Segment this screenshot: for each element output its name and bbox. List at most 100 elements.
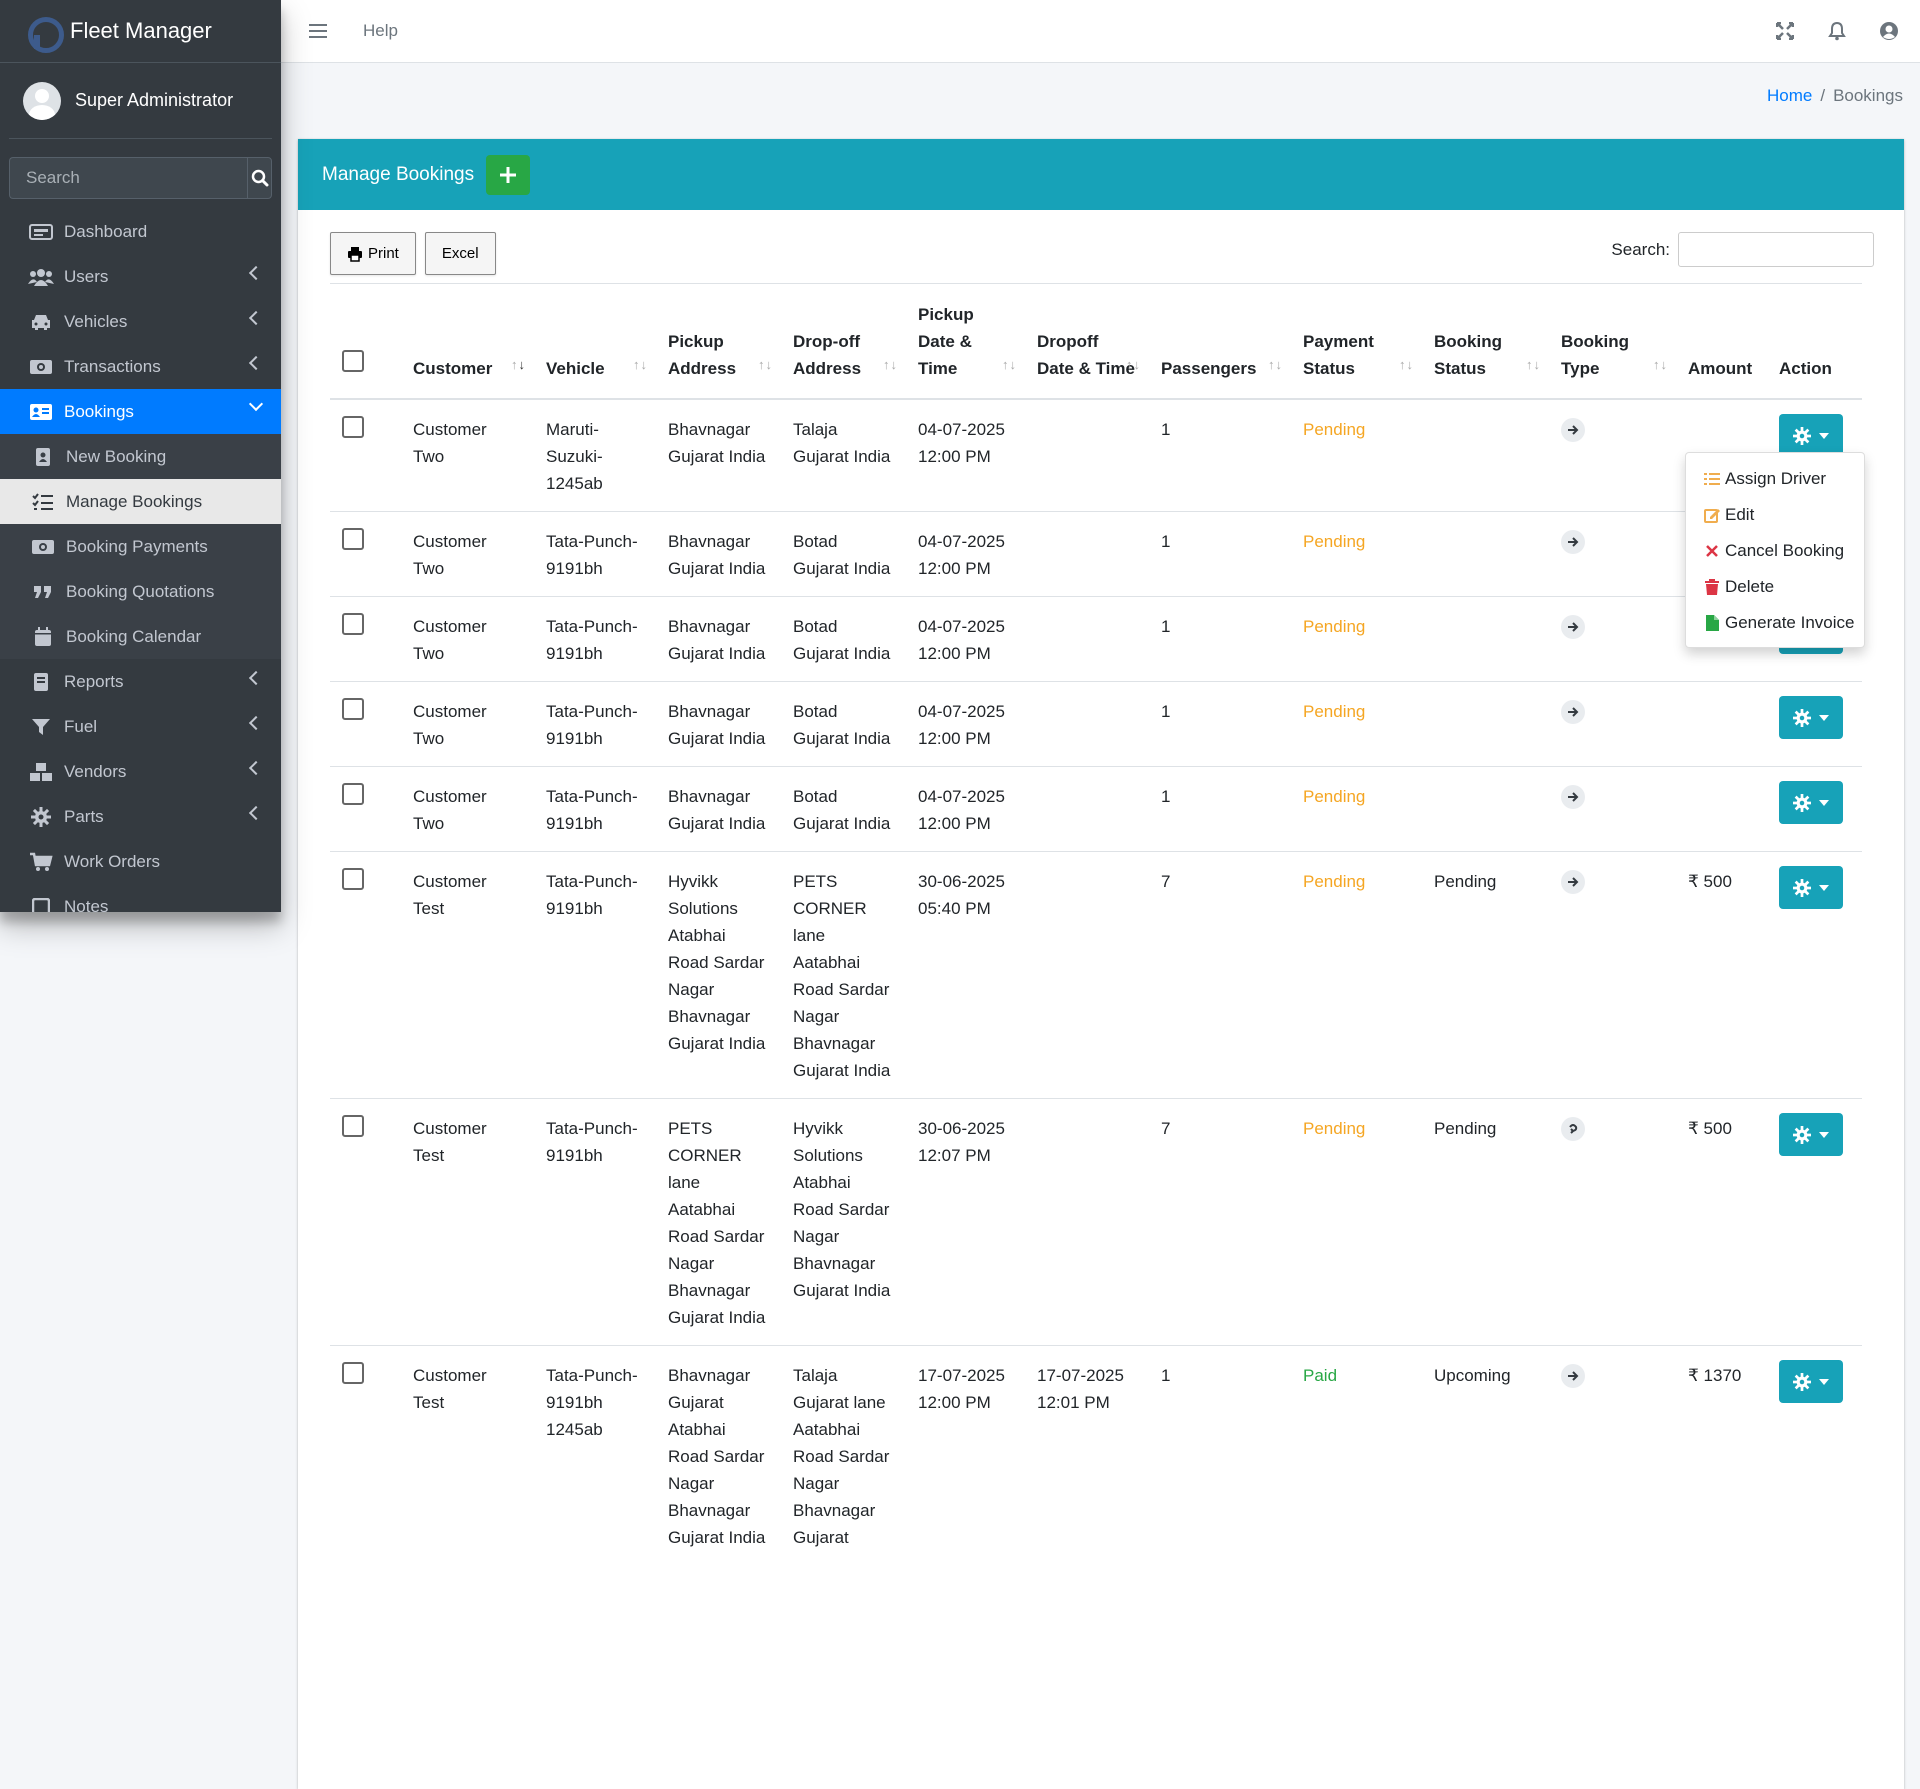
caret-down-icon	[1819, 1378, 1829, 1385]
column-label: Booking Type	[1561, 332, 1629, 378]
trash-icon	[1703, 578, 1721, 596]
arrow-right-icon[interactable]	[1561, 870, 1585, 894]
row-checkbox[interactable]	[342, 416, 364, 438]
table-search-label: Search:	[1611, 239, 1670, 259]
arrow-right-icon[interactable]	[1561, 1364, 1585, 1388]
user-panel[interactable]: Super Administrator	[9, 63, 272, 139]
arrow-right-icon[interactable]	[1561, 418, 1585, 442]
column-label: Vehicle	[546, 359, 605, 378]
generate-invoice-menu-item[interactable]: Generate Invoice	[1686, 605, 1864, 641]
round-trip-icon[interactable]	[1561, 1117, 1585, 1141]
column-dropoff-time[interactable]: Dropoff Date & Time ↑↓	[1025, 289, 1149, 400]
action-button[interactable]	[1779, 781, 1843, 824]
sidebar-item-new-booking[interactable]: New Booking	[0, 434, 281, 479]
action-button[interactable]	[1779, 696, 1843, 739]
action-button[interactable]	[1779, 866, 1843, 909]
column-vehicle[interactable]: Vehicle ↑↓	[534, 289, 656, 400]
cell-pickup-address: Hyvikk Solutions Atabhai Road Sardar Nag…	[656, 851, 781, 1099]
cell-dropoff-address: Botad Gujarat India	[781, 596, 906, 682]
sidebar-item-vendors[interactable]: Vendors	[0, 749, 281, 794]
row-checkbox[interactable]	[342, 1115, 364, 1137]
add-booking-button[interactable]	[486, 154, 531, 195]
cell-pickup-address: Bhavnagar Gujarat India	[656, 681, 781, 767]
sidebar-item-work-orders[interactable]: Work Orders	[0, 839, 281, 884]
sidebar-search-button[interactable]	[247, 157, 272, 199]
sidebar-item-notes[interactable]: Notes	[0, 884, 281, 912]
column-passengers[interactable]: Passengers ↑↓	[1149, 289, 1291, 400]
sidebar-item-transactions[interactable]: Transactions	[0, 344, 281, 389]
cell-dropoff-time	[1025, 398, 1149, 512]
help-link[interactable]: Help	[363, 21, 398, 40]
row-checkbox[interactable]	[342, 698, 364, 720]
fullscreen-icon[interactable]	[1774, 20, 1796, 42]
column-booking-type[interactable]: Booking Type ↑↓	[1549, 289, 1676, 400]
sidebar-item-reports[interactable]: Reports	[0, 659, 281, 704]
cell-customer: Customer Two	[401, 596, 534, 682]
assign-driver-menu-item[interactable]: Assign Driver	[1686, 461, 1864, 497]
column-pickup-address[interactable]: Pickup Address ↑↓	[656, 289, 781, 400]
cell-booking-type	[1549, 511, 1676, 597]
delete-menu-item[interactable]: Delete	[1686, 569, 1864, 605]
cell-action	[1767, 851, 1862, 1099]
cell-pickup-time: 04-07-2025 12:00 PM	[906, 511, 1025, 597]
action-button[interactable]	[1779, 414, 1843, 457]
cell-dropoff-time	[1025, 1098, 1149, 1346]
excel-label: Excel	[441, 245, 479, 262]
sidebar-item-bookings[interactable]: Bookings	[0, 389, 281, 434]
cell-passengers: 1	[1149, 398, 1291, 512]
breadcrumb-home[interactable]: Home	[1766, 86, 1813, 105]
column-booking-status[interactable]: Booking Status ↑↓	[1422, 289, 1549, 400]
row-checkbox[interactable]	[342, 783, 364, 805]
row-checkbox[interactable]	[342, 1362, 364, 1384]
action-button[interactable]	[1779, 1113, 1843, 1156]
cubes-icon	[28, 762, 54, 782]
sidebar-item-dashboard[interactable]: Dashboard	[0, 209, 281, 254]
sidebar-item-vehicles[interactable]: Vehicles	[0, 299, 281, 344]
action-button[interactable]	[1779, 1360, 1843, 1403]
row-checkbox[interactable]	[342, 528, 364, 550]
sort-icon: ↑↓	[1268, 357, 1283, 372]
row-checkbox[interactable]	[342, 613, 364, 635]
sidebar-item-booking-calendar[interactable]: Booking Calendar	[0, 614, 281, 659]
sidebar-item-booking-quotations[interactable]: Booking Quotations	[0, 569, 281, 614]
column-customer[interactable]: Customer ↑↓	[401, 289, 534, 400]
sidebar: Fleet Manager Super Administrator Dashbo…	[0, 0, 281, 912]
column-label: Customer	[413, 359, 493, 378]
arrow-right-icon[interactable]	[1561, 615, 1585, 639]
arrow-right-icon[interactable]	[1561, 530, 1585, 554]
cell-select	[330, 851, 401, 1099]
table-search-input[interactable]	[1678, 232, 1874, 267]
print-button[interactable]: Print	[330, 232, 416, 275]
sidebar-item-label: Transactions	[64, 356, 161, 376]
sidebar-search-input[interactable]	[9, 157, 247, 199]
caret-down-icon	[1819, 714, 1829, 721]
cell-customer: Customer Test	[401, 1098, 534, 1346]
cell-booking-status: Pending	[1422, 851, 1549, 1099]
arrow-right-icon[interactable]	[1561, 785, 1585, 809]
sidebar-item-booking-payments[interactable]: Booking Payments	[0, 524, 281, 569]
cancel-booking-menu-item[interactable]: Cancel Booking	[1686, 533, 1864, 569]
bookings-submenu: New Booking Manage Bookings Booking Paym…	[0, 434, 281, 659]
caret-down-icon	[1819, 1131, 1829, 1138]
sidebar-item-users[interactable]: Users	[0, 254, 281, 299]
sidebar-item-fuel[interactable]: Fuel	[0, 704, 281, 749]
column-pickup-time[interactable]: Pickup Date & Time ↑↓	[906, 289, 1025, 400]
column-dropoff-address[interactable]: Drop-off Address ↑↓	[781, 289, 906, 400]
excel-button[interactable]: Excel	[424, 232, 496, 275]
cell-booking-type	[1549, 681, 1676, 767]
column-payment-status[interactable]: Payment Status ↑↓	[1291, 289, 1422, 400]
cell-booking-type	[1549, 1345, 1676, 1565]
table-toolbar: Print Excel	[330, 232, 496, 275]
cell-vehicle: Tata-Punch-9191bh	[534, 596, 656, 682]
sidebar-item-parts[interactable]: Parts	[0, 794, 281, 839]
user-circle-icon[interactable]	[1878, 20, 1900, 42]
select-all-checkbox[interactable]	[342, 350, 364, 372]
row-checkbox[interactable]	[342, 868, 364, 890]
edit-menu-item[interactable]: Edit	[1686, 497, 1864, 533]
sidebar-item-manage-bookings[interactable]: Manage Bookings	[0, 479, 281, 524]
menu-toggle-icon[interactable]	[309, 24, 327, 38]
arrow-right-icon[interactable]	[1561, 700, 1585, 724]
brand[interactable]: Fleet Manager	[0, 0, 281, 63]
bell-icon[interactable]	[1826, 20, 1848, 42]
filter-icon	[28, 717, 54, 737]
